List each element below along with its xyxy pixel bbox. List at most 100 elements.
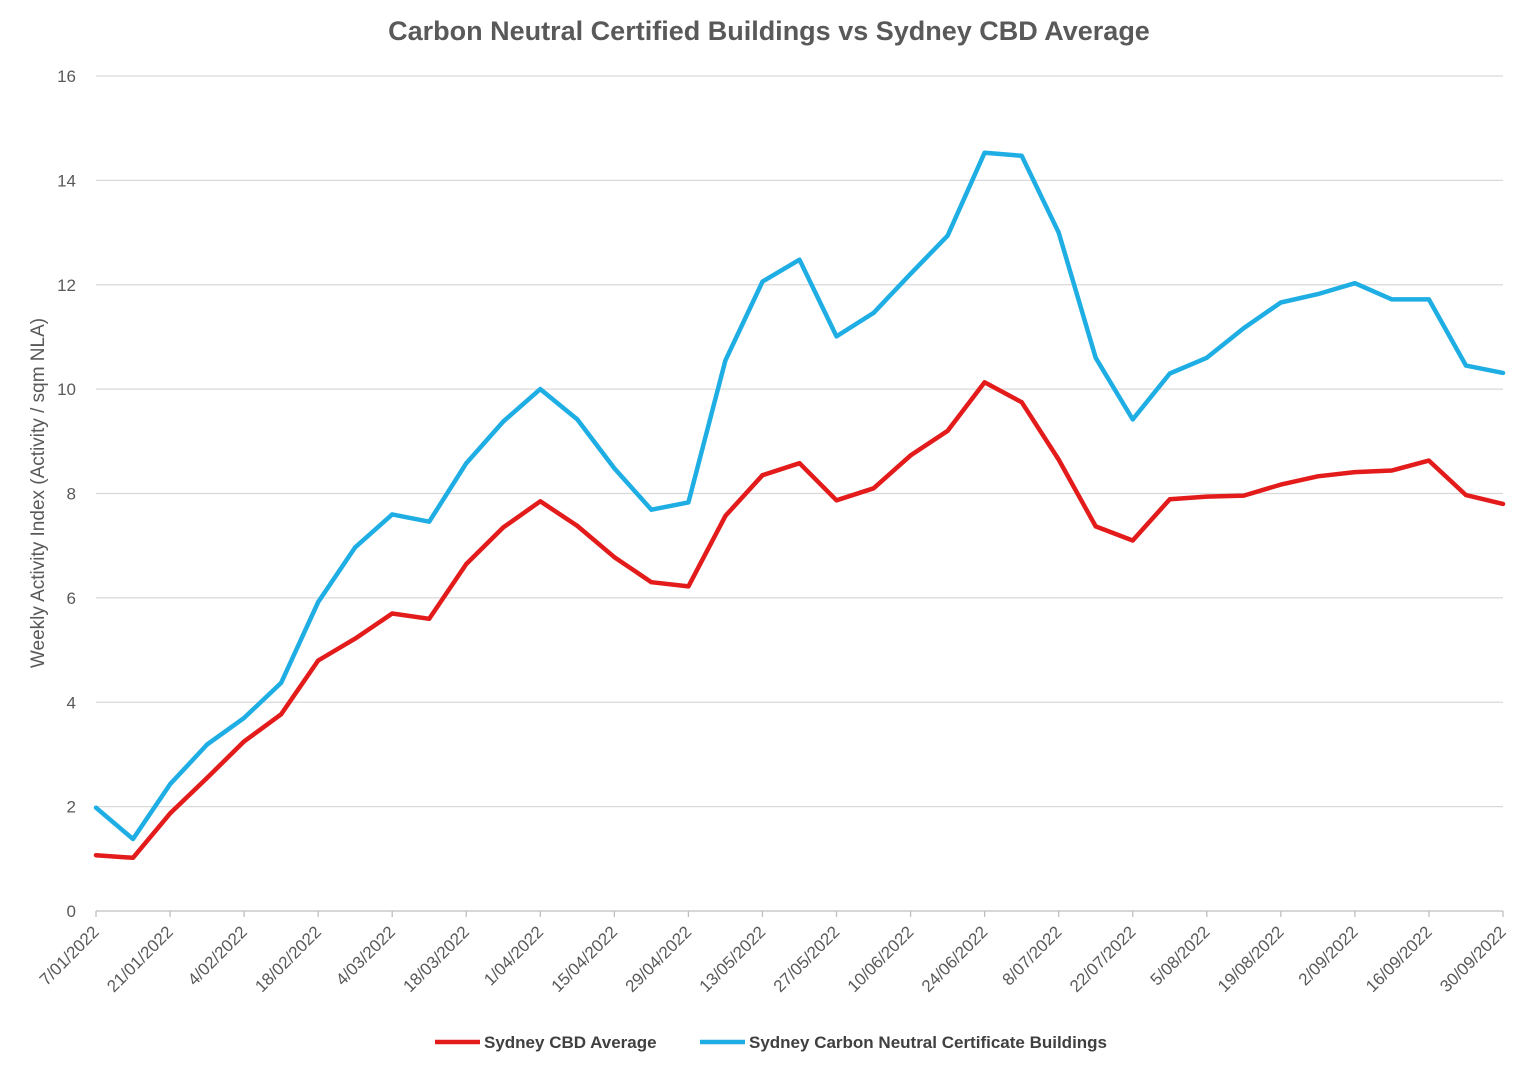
data-point-series-1 [1130,417,1135,422]
y-tick-labels: 0 2 4 6 8 10 12 14 16 [57,67,76,921]
data-point-series-1 [1352,281,1357,286]
data-point-series-1 [1463,363,1468,368]
chart-title: Carbon Neutral Certified Buildings vs Sy… [388,16,1150,46]
y-tick-label: 14 [57,171,76,190]
gridlines [96,75,1503,912]
data-point-series-0 [1352,470,1357,475]
data-point-series-0 [464,561,469,566]
data-point-series-1 [1204,355,1209,360]
data-point-series-0 [1130,538,1135,543]
x-tick-label: 10/06/2022 [844,922,918,996]
data-point-series-0 [686,584,691,589]
data-point-series-0 [1204,494,1209,499]
x-tick-label: 7/01/2022 [36,922,103,989]
data-point-series-0 [538,499,543,504]
y-axis-label: Weekly Activity Index (Activity / sqm NL… [28,318,49,668]
data-point-series-1 [1501,370,1505,375]
data-point-series-1 [1056,230,1061,235]
data-point-series-0 [131,855,136,860]
data-point-series-0 [649,580,654,585]
x-tick-label: 8/07/2022 [999,922,1066,989]
data-point-series-0 [834,498,839,503]
x-tick-labels: 7/01/2022 21/01/2022 4/02/2022 18/02/2022 4/… [36,911,1510,996]
data-point-series-0 [908,453,913,458]
data-point-series-0 [1241,493,1246,498]
data-point-series-0 [1093,524,1098,529]
data-point-series-1 [686,500,691,505]
x-tick-label: 1/04/2022 [480,922,547,989]
data-point-series-0 [982,380,987,385]
data-point-series-1 [871,310,876,315]
legend-label-cbd-average: Sydney CBD Average [484,1033,657,1052]
data-point-series-0 [205,775,210,780]
data-point-series-0 [501,525,506,530]
y-tick-label: 16 [57,67,76,86]
data-point-series-0 [1019,400,1024,405]
x-tick-label: 24/06/2022 [918,922,992,996]
data-point-series-1 [1315,292,1320,297]
x-tick-label: 18/02/2022 [251,922,325,996]
data-point-series-1 [1389,297,1394,302]
data-point-series-0 [797,461,802,466]
data-point-series-1 [242,715,247,720]
y-tick-label: 2 [67,798,76,817]
data-point-series-0 [612,555,617,560]
data-point-series-1 [1278,300,1283,305]
data-point-series-0 [1315,474,1320,479]
data-point-series-1 [797,257,802,262]
x-tick-label: 19/08/2022 [1214,922,1288,996]
data-point-series-0 [723,513,728,518]
data-point-series-0 [1167,497,1172,502]
data-point-series-1 [316,600,321,605]
data-point-series-1 [982,150,987,155]
y-tick-label: 12 [57,276,76,295]
data-point-series-1 [464,461,469,466]
x-tick-label: 4/03/2022 [332,922,399,989]
y-tick-label: 6 [67,589,76,608]
data-point-series-1 [131,836,136,841]
x-tick-label: 21/01/2022 [103,922,177,996]
data-point-series-1 [1426,297,1431,302]
data-point-series-0 [871,486,876,491]
data-point-series-0 [242,739,247,744]
data-point-series-1 [723,358,728,363]
x-tick-label: 16/09/2022 [1362,922,1436,996]
legend: Sydney CBD Average Sydney Carbon Neutral… [435,1033,1107,1052]
data-point-series-1 [353,545,358,550]
data-point-series-1 [205,742,210,747]
data-point-series-0 [1463,493,1468,498]
data-point-series-0 [279,712,284,717]
data-point-series-0 [760,473,765,478]
data-point-series-0 [1426,458,1431,463]
data-point-series-1 [908,271,913,276]
x-tick-label: 30/09/2022 [1436,922,1510,996]
y-tick-label: 10 [57,380,76,399]
data-point-series-1 [168,782,173,787]
x-tick-label: 29/04/2022 [622,922,696,996]
x-tick-label: 2/09/2022 [1295,922,1362,989]
data-point-series-1 [94,805,98,810]
series-lines [93,150,1506,861]
data-point-series-0 [427,616,432,621]
x-tick-label: 18/03/2022 [399,922,473,996]
x-tick-label: 5/08/2022 [1147,922,1214,989]
data-point-series-1 [760,279,765,284]
data-point-series-0 [1056,457,1061,462]
data-point-series-1 [279,680,284,685]
x-tick-label: 13/05/2022 [696,922,770,996]
data-point-series-0 [94,853,98,858]
data-point-series-1 [612,466,617,471]
data-point-series-1 [1093,355,1098,360]
x-tick-label: 27/05/2022 [770,922,844,996]
legend-label-carbon-neutral: Sydney Carbon Neutral Certificate Buildi… [749,1033,1107,1052]
data-point-series-1 [834,334,839,339]
data-point-series-0 [316,658,321,663]
y-tick-label: 0 [67,902,76,921]
data-point-series-1 [575,417,580,422]
data-point-series-0 [1389,468,1394,473]
series-line-0 [93,380,1506,861]
data-point-series-1 [538,387,543,392]
data-point-series-0 [1278,482,1283,487]
